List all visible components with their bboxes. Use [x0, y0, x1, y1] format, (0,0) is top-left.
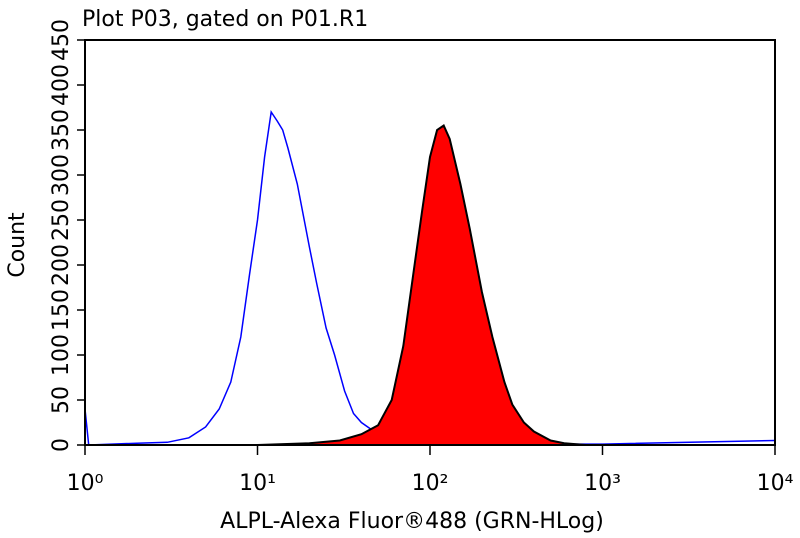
x-tick-label: 10⁴ — [757, 471, 794, 496]
y-tick-label: 400 — [49, 64, 74, 106]
y-tick-label: 250 — [49, 199, 74, 241]
x-tick-label: 10³ — [584, 471, 621, 496]
y-tick-label: 0 — [49, 438, 74, 452]
y-tick-label: 100 — [49, 334, 74, 376]
chart-title: Plot P03, gated on P01.R1 — [82, 7, 368, 32]
y-tick-label: 450 — [49, 19, 74, 61]
y-tick-label: 350 — [49, 109, 74, 151]
x-tick-label: 10⁰ — [67, 471, 104, 496]
y-axis-label: Count — [5, 212, 30, 278]
y-tick-label: 50 — [49, 386, 74, 414]
histogram-area — [257, 123, 586, 446]
y-tick-label: 300 — [49, 154, 74, 196]
x-axis-label: ALPL-Alexa Fluor®488 (GRN-HLog) — [220, 509, 604, 534]
x-tick-label: 10² — [412, 471, 449, 496]
y-tick-label: 150 — [49, 289, 74, 331]
y-tick-label: 200 — [49, 244, 74, 286]
x-tick-label: 10¹ — [239, 471, 276, 496]
